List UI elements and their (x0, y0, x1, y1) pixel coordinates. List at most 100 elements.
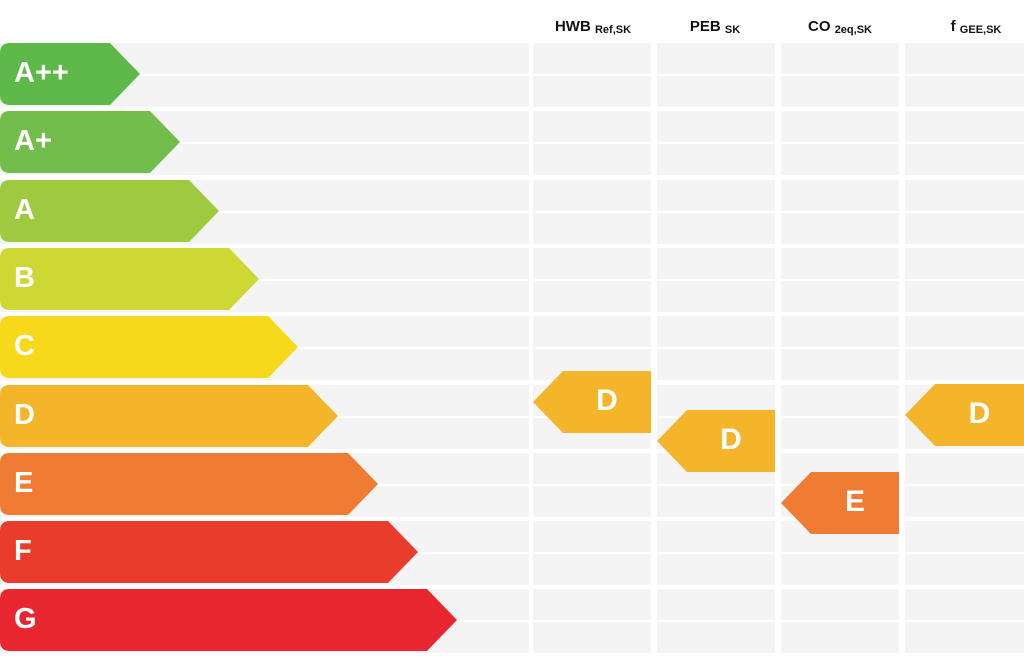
grid-cell (533, 179, 651, 211)
grid-cell (781, 212, 899, 244)
grid-cell (905, 280, 1024, 312)
column-header-hwb: HWB Ref,SK (533, 18, 653, 40)
energy-class-label: B (14, 261, 35, 294)
column-header-label: HWB (554, 18, 595, 35)
rating-marker-label: E (844, 485, 865, 518)
energy-class-arrow (0, 452, 378, 515)
grid-cell (657, 349, 775, 381)
grid-cell (657, 316, 775, 348)
grid-cell (657, 521, 775, 553)
rating-marker-label: D (720, 423, 742, 456)
grid-cell (781, 622, 899, 654)
grid-cell (533, 622, 651, 654)
grid-cell (905, 144, 1024, 176)
grid-cell (533, 43, 651, 74)
grid-cell (533, 144, 651, 176)
grid-cell (657, 554, 775, 586)
rating-marker-peb: D (657, 410, 775, 472)
grid-cell (905, 179, 1024, 211)
grid-cell (905, 485, 1024, 517)
energy-class-arrow (0, 111, 180, 174)
grid-cell (905, 521, 1024, 553)
energy-class-label: G (14, 603, 37, 636)
grid-cell (657, 622, 775, 654)
energy-class-label: D (14, 398, 35, 431)
grid-cell (533, 589, 651, 621)
energy-class-band: C (0, 316, 300, 379)
column-header-label: PEB (689, 18, 725, 35)
grid-cell (905, 622, 1024, 654)
grid-cell (781, 280, 899, 312)
column-header-label: CO (808, 18, 835, 35)
grid-cell (657, 280, 775, 312)
grid-cell (781, 179, 899, 211)
energy-class-label: A+ (14, 125, 52, 158)
energy-class-band: A (0, 179, 221, 242)
energy-class-label: A++ (14, 57, 69, 89)
grid-cell (781, 111, 899, 143)
energy-class-arrow (0, 179, 219, 242)
rating-marker-arrow (657, 410, 775, 472)
grid-cell (781, 554, 899, 586)
grid-cell (905, 316, 1024, 348)
grid-cell (781, 144, 899, 176)
grid-cell (781, 247, 899, 279)
energy-class-label: A (14, 193, 35, 226)
rating-marker-fgee: D (905, 384, 1024, 446)
grid-cell (905, 247, 1024, 279)
column-header-subscript: 2eq,SK (834, 24, 872, 36)
grid-cell (533, 521, 651, 553)
energy-class-band: A+ (0, 111, 182, 174)
energy-class-band: F (0, 521, 420, 584)
energy-class-arrow (0, 43, 140, 105)
column-header-subscript: Ref,SK (594, 24, 632, 36)
energy-class-band: A++ (0, 43, 142, 105)
grid-cell (781, 417, 899, 449)
grid-cell (657, 179, 775, 211)
column-header-subscript: SK (724, 24, 741, 36)
grid-cell (781, 384, 899, 416)
grid-cell (657, 43, 775, 74)
grid-cell (657, 144, 775, 176)
rating-marker-arrow (781, 472, 899, 534)
energy-class-label: E (14, 466, 34, 499)
grid-cell (781, 316, 899, 348)
column-header-fgee: f GEE,SK (916, 18, 1024, 40)
energy-class-band: G (0, 589, 459, 652)
energy-class-arrow (0, 521, 418, 584)
grid-cell (533, 452, 651, 484)
rating-marker-label: D (968, 397, 991, 430)
rating-marker-co2: E (781, 472, 899, 534)
grid-cell (533, 485, 651, 517)
rating-marker-arrow (905, 384, 1024, 446)
grid-cell (905, 554, 1024, 586)
grid-cell (533, 111, 651, 143)
grid-cell (905, 589, 1024, 621)
energy-class-arrow (0, 589, 457, 652)
grid-cell (533, 247, 651, 279)
column-header-co2: CO 2eq,SK (780, 18, 900, 40)
energy-class-arrow (0, 316, 298, 379)
grid-cell (781, 349, 899, 381)
grid-cell (657, 589, 775, 621)
cut-off-title-strip (0, 0, 1024, 6)
grid-cell (533, 316, 651, 348)
energy-class-band: D (0, 384, 340, 447)
rating-marker-hwb: D (533, 371, 651, 433)
grid-cell (533, 554, 651, 586)
grid-cell (657, 212, 775, 244)
grid-cell (781, 589, 899, 621)
grid-cell (533, 212, 651, 244)
grid-cell (781, 76, 899, 107)
energy-class-label: F (14, 535, 32, 568)
grid-cell (657, 76, 775, 107)
grid-cell (905, 212, 1024, 244)
column-header-subscript: GEE,SK (959, 24, 1002, 36)
grid-cell (905, 43, 1024, 74)
column-header-label: f (950, 18, 960, 35)
grid-cell (781, 43, 899, 74)
column-header-peb: PEB SK (655, 18, 775, 40)
energy-class-band: E (0, 452, 380, 515)
energy-class-band: B (0, 247, 261, 310)
grid-cell (533, 280, 651, 312)
